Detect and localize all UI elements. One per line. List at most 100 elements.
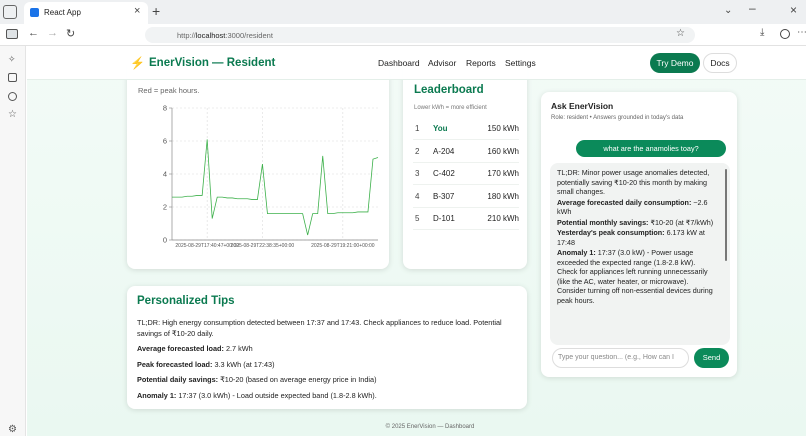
leaderboard-row: 3 C-402 170 kWh bbox=[413, 163, 519, 185]
tip-label: Anomaly 1: bbox=[137, 390, 177, 400]
x-tick-label: 2025-08-29T22:38:35+00:00 bbox=[231, 243, 295, 249]
brand[interactable]: EnerVision — Resident bbox=[149, 57, 276, 69]
tip-text: 17:37 (3.0 kWh) - Load outside expected … bbox=[178, 390, 377, 400]
chart-subtitle: Red = peak hours. bbox=[138, 86, 200, 95]
reply-text: ~2.6 kWh bbox=[557, 197, 708, 217]
y-tick-label: 0 bbox=[163, 236, 167, 245]
back[interactable]: ← bbox=[28, 27, 39, 39]
bookmark-star[interactable]: ☆ bbox=[676, 28, 685, 39]
new-tab[interactable]: + bbox=[152, 3, 161, 19]
sidebar-settings[interactable]: ⚙ bbox=[8, 424, 17, 435]
leaderboard-row: 1 You 150 kWh bbox=[413, 118, 519, 140]
rank: 1 bbox=[415, 124, 420, 133]
tab-list[interactable]: ⌄ bbox=[724, 5, 733, 16]
reload[interactable]: ↻ bbox=[66, 28, 76, 40]
bot-message: TL;DR: Minor power usage anomalies detec… bbox=[550, 163, 730, 345]
tab-actions[interactable] bbox=[3, 5, 17, 19]
sidebar-icon[interactable] bbox=[8, 92, 17, 101]
url-prefix: http:// bbox=[177, 31, 196, 40]
rank: 5 bbox=[415, 214, 420, 223]
unit-name: A-204 bbox=[433, 146, 455, 156]
tab-title: React App bbox=[44, 8, 81, 17]
tip-item: Peak forecasted load: 3.3 kWh (at 17:43) bbox=[137, 360, 522, 369]
tip-text: ₹10-20 (based on average energy price in… bbox=[220, 375, 377, 384]
usage: 170 kWh bbox=[487, 169, 519, 178]
usage: 150 kWh bbox=[487, 124, 519, 133]
sidebar-icon[interactable] bbox=[8, 73, 17, 82]
tips-tldr: TL;DR: High energy consumption detected … bbox=[137, 318, 502, 338]
reply-tldr: TL;DR: Minor power usage anomalies detec… bbox=[557, 168, 710, 196]
unit-name: B-307 bbox=[433, 191, 455, 201]
y-tick-label: 8 bbox=[163, 104, 167, 113]
nav-link[interactable]: Dashboard bbox=[378, 58, 420, 68]
minimize[interactable]: – bbox=[749, 1, 756, 15]
chat-title: Ask EnerVision bbox=[551, 101, 614, 111]
footer-text: © 2025 EnerVision — Dashboard bbox=[385, 424, 475, 430]
address-bar[interactable]: http://localhost:3000/resident ☆ bbox=[145, 27, 695, 43]
y-tick-label: 2 bbox=[163, 203, 167, 212]
scrollbar bbox=[725, 169, 727, 261]
profile[interactable] bbox=[780, 29, 790, 39]
leaderboard-row: 4 B-307 180 kWh bbox=[413, 186, 519, 208]
reply-label: Anomaly 1: bbox=[557, 248, 596, 257]
x-tick-label: 2025-08-29T17:40:47+00:00 bbox=[175, 243, 239, 249]
url: http://localhost:3000/resident bbox=[177, 31, 273, 40]
unit-name: You bbox=[433, 124, 448, 133]
url-path: :3000/resident bbox=[225, 31, 273, 40]
reply-text: ₹10-20 (at ₹7/kWh) bbox=[650, 217, 714, 227]
reply-text: 17:37 (3.0 kW) - Power usage exceeded th… bbox=[557, 248, 713, 305]
usage-line bbox=[172, 139, 379, 236]
y-tick-label: 4 bbox=[163, 170, 167, 179]
y-tick-label: 6 bbox=[163, 137, 167, 146]
leaderboard-subtitle: Lower kWh = more efficient bbox=[414, 105, 487, 111]
rank: 2 bbox=[415, 146, 420, 156]
favicon bbox=[30, 8, 39, 17]
tip-label: Potential daily savings: bbox=[137, 375, 219, 384]
reply-item: Potential monthly savings: ₹10-20 (at ₹7… bbox=[557, 218, 717, 228]
sidebar-icon[interactable]: ✧ bbox=[8, 54, 16, 64]
input-placeholder: Type your question... (e.g., How can I bbox=[558, 354, 674, 361]
usage: 210 kWh bbox=[487, 214, 519, 223]
tip-text: 2.7 kWh bbox=[225, 344, 253, 353]
logo-icon: ⚡ bbox=[130, 56, 145, 70]
downloads[interactable]: ⤓ bbox=[760, 27, 765, 38]
send-button[interactable]: Send bbox=[694, 348, 729, 368]
tip-item: Potential daily savings: ₹10-20 (based o… bbox=[137, 375, 522, 384]
sidebar: ✧ ☆ ⚙ bbox=[0, 29, 26, 436]
footer: © 2025 EnerVision — Dashboard bbox=[27, 424, 806, 430]
nav-link[interactable]: Advisor bbox=[428, 58, 457, 68]
reply-label: Average forecasted daily consumption: bbox=[557, 197, 692, 207]
menu[interactable]: ⋯ bbox=[797, 27, 806, 38]
toolbar: ← → ↻ http://localhost:3000/resident ☆ ⤓… bbox=[0, 24, 806, 46]
usage-card: Red = peak hours. 0 2 4 6 8 2025-08-29T17:40:… bbox=[127, 58, 389, 269]
tab[interactable]: React App × bbox=[24, 2, 148, 24]
forward[interactable]: → bbox=[47, 27, 58, 39]
nav-link[interactable]: Reports bbox=[466, 58, 496, 68]
docs-button[interactable]: Docs bbox=[703, 53, 737, 73]
sidebar-icon[interactable]: ☆ bbox=[8, 109, 17, 120]
tab-close[interactable]: × bbox=[134, 5, 141, 17]
rank: 4 bbox=[415, 191, 420, 201]
chat-subtitle: Role: resident • Answers grounded in tod… bbox=[551, 115, 684, 121]
sidebar-toggle[interactable] bbox=[6, 29, 18, 39]
usage: 180 kWh bbox=[487, 191, 519, 201]
try-demo-button[interactable]: Try Demo bbox=[650, 53, 700, 73]
usage: 160 kWh bbox=[487, 146, 519, 156]
tip-label: Peak forecasted load: bbox=[137, 359, 213, 369]
x-tick-label: 2025-08-29T19:21:00+00:00 bbox=[311, 243, 375, 249]
chat-input[interactable]: Type your question... (e.g., How can I bbox=[552, 348, 689, 368]
user-message: what are the anamolies toay? bbox=[576, 140, 726, 157]
close-window[interactable]: × bbox=[790, 3, 798, 17]
reply-item: Anomaly 1: 17:37 (3.0 kW) - Power usage … bbox=[557, 248, 717, 305]
leaderboard-row: 5 D-101 210 kWh bbox=[413, 208, 519, 230]
tip-item: Anomaly 1: 17:37 (3.0 kWh) - Load outsid… bbox=[137, 391, 522, 400]
reply-item: Yesterday's peak consumption: 6.173 kW a… bbox=[557, 228, 717, 247]
reply-item: Average forecasted daily consumption: ~2… bbox=[557, 198, 717, 217]
reply-text: 6.173 kW at 17:48 bbox=[557, 228, 705, 247]
tips-title: Personalized Tips bbox=[137, 295, 235, 307]
tip-item: Average forecasted load: 2.7 kWh bbox=[137, 344, 522, 353]
url-host: localhost bbox=[195, 31, 226, 40]
chart: 024682025-08-29T17:40:47+00:002025-08-29… bbox=[163, 104, 379, 249]
nav-link[interactable]: Settings bbox=[505, 58, 536, 68]
